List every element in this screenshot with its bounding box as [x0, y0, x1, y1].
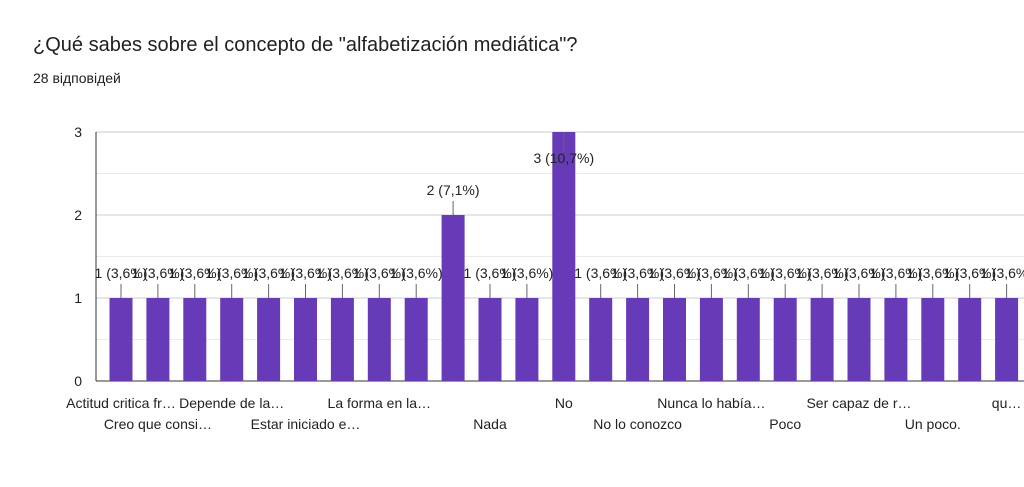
bar[interactable]	[367, 298, 391, 381]
bar[interactable]	[478, 298, 502, 381]
x-tick-label: Creo que consi…	[104, 416, 212, 432]
data-label: 1 (3,6%)	[95, 265, 148, 281]
x-tick-label: Poco	[769, 416, 801, 432]
data-label: 3 (10,7%)	[533, 150, 594, 166]
data-label: 1 (3,6%)	[279, 265, 332, 281]
bar[interactable]	[958, 298, 982, 381]
bar[interactable]	[441, 215, 465, 381]
data-label: 1 (3,6%)	[611, 265, 664, 281]
data-label: 2 (7,1%)	[427, 182, 480, 198]
bar[interactable]	[699, 298, 723, 381]
bar[interactable]	[294, 298, 317, 381]
bar[interactable]	[257, 298, 281, 381]
data-label: 1 (3,6%)	[648, 265, 701, 281]
data-label: 1 (3,6%)	[500, 265, 553, 281]
data-label: 1 (3,6%)	[205, 265, 258, 281]
y-tick-label: 3	[74, 124, 82, 140]
data-label: 1 (3,6%)	[685, 265, 738, 281]
bar[interactable]	[183, 298, 207, 381]
x-tick-label: No	[555, 395, 573, 411]
y-tick-label: 2	[74, 207, 82, 223]
x-tick-label: Depende de la…	[179, 395, 284, 411]
x-tick-label: No lo conozco	[593, 416, 682, 432]
y-tick-label: 1	[74, 290, 82, 306]
bar[interactable]	[330, 298, 354, 381]
data-label: 1 (3,6%)	[943, 265, 996, 281]
bar[interactable]	[220, 298, 244, 381]
x-tick-label: qu…	[992, 395, 1022, 411]
bar[interactable]	[515, 298, 539, 381]
data-label: 1 (3,6%)	[353, 265, 406, 281]
data-label: 1 (3,6%)	[980, 265, 1024, 281]
question-title: ¿Qué sabes sobre el concepto de "alfabet…	[33, 34, 578, 56]
bar[interactable]	[146, 298, 170, 381]
bar[interactable]	[921, 298, 945, 381]
x-tick-label: Estar iniciado e…	[251, 416, 361, 432]
bar[interactable]	[810, 298, 834, 381]
bar[interactable]	[995, 298, 1019, 381]
data-label: 1 (3,6%)	[242, 265, 295, 281]
data-label: 1 (3,6%)	[722, 265, 775, 281]
x-tick-label: Nada	[473, 416, 507, 432]
data-label: 1 (3,6%)	[131, 265, 184, 281]
x-tick-label: Un poco.	[905, 416, 961, 432]
bar[interactable]	[552, 132, 576, 381]
x-tick-label: La forma en la…	[328, 395, 432, 411]
bar[interactable]	[109, 298, 133, 381]
bar[interactable]	[736, 298, 760, 381]
x-tick-label: Ser capaz de r…	[806, 395, 911, 411]
bar[interactable]	[884, 298, 908, 381]
x-tick-label: Actitud critica fr…	[66, 395, 176, 411]
data-label: 1 (3,6%)	[796, 265, 849, 281]
data-label: 1 (3,6%)	[833, 265, 886, 281]
data-label: 1 (3,6%)	[759, 265, 812, 281]
bar[interactable]	[663, 298, 686, 381]
data-label: 1 (3,6%)	[906, 265, 959, 281]
x-tick-label: Nunca lo había…	[657, 395, 765, 411]
response-count: 28 відповідей	[33, 70, 121, 86]
data-label: 1 (3,6%)	[869, 265, 922, 281]
data-label: 1 (3,6%)	[316, 265, 369, 281]
bar[interactable]	[404, 298, 428, 381]
bar[interactable]	[847, 298, 871, 381]
bar[interactable]	[589, 298, 613, 381]
data-label: 1 (3,6%)	[168, 265, 221, 281]
data-label: 1 (3,6%)	[574, 265, 627, 281]
bar[interactable]	[626, 298, 650, 381]
data-label: 1 (3,6%)	[464, 265, 517, 281]
y-tick-label: 0	[74, 373, 82, 389]
data-label: 1 (3,6%)	[390, 265, 443, 281]
bar[interactable]	[773, 298, 797, 381]
